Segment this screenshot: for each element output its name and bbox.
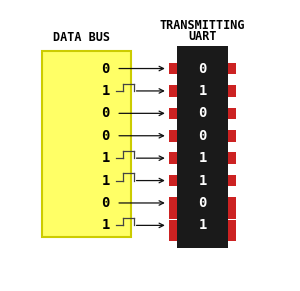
Bar: [169, 63, 177, 74]
Text: UART: UART: [188, 30, 217, 43]
Bar: [228, 230, 236, 241]
Bar: [169, 219, 177, 231]
Bar: [169, 207, 177, 219]
Bar: [177, 46, 228, 248]
Text: 1: 1: [198, 173, 207, 188]
Bar: [169, 230, 177, 241]
Bar: [228, 219, 236, 231]
Text: 0: 0: [102, 106, 110, 120]
Bar: [228, 175, 236, 187]
Bar: [169, 130, 177, 142]
Text: 1: 1: [198, 151, 207, 165]
Text: 1: 1: [102, 84, 110, 98]
Bar: [169, 197, 177, 209]
Bar: [228, 207, 236, 219]
Text: 0: 0: [198, 129, 207, 143]
Bar: [228, 63, 236, 74]
Text: 1: 1: [102, 151, 110, 165]
Bar: [228, 107, 236, 119]
Bar: [228, 197, 236, 209]
Bar: [228, 85, 236, 97]
Text: 0: 0: [198, 106, 207, 120]
Bar: [169, 175, 177, 187]
Text: 1: 1: [198, 84, 207, 98]
Text: 0: 0: [198, 61, 207, 76]
Bar: [228, 130, 236, 142]
Text: TRANSMITTING: TRANSMITTING: [160, 19, 245, 31]
Text: 0: 0: [102, 196, 110, 210]
Text: 1: 1: [198, 218, 207, 233]
Bar: [228, 152, 236, 164]
Text: DATA BUS: DATA BUS: [53, 31, 110, 44]
Text: 0: 0: [102, 61, 110, 76]
Text: 1: 1: [102, 173, 110, 188]
Text: 0: 0: [198, 196, 207, 210]
Bar: [169, 152, 177, 164]
Bar: [169, 107, 177, 119]
Bar: [169, 85, 177, 97]
Bar: [42, 51, 130, 237]
Text: 1: 1: [102, 218, 110, 233]
Text: 0: 0: [102, 129, 110, 143]
